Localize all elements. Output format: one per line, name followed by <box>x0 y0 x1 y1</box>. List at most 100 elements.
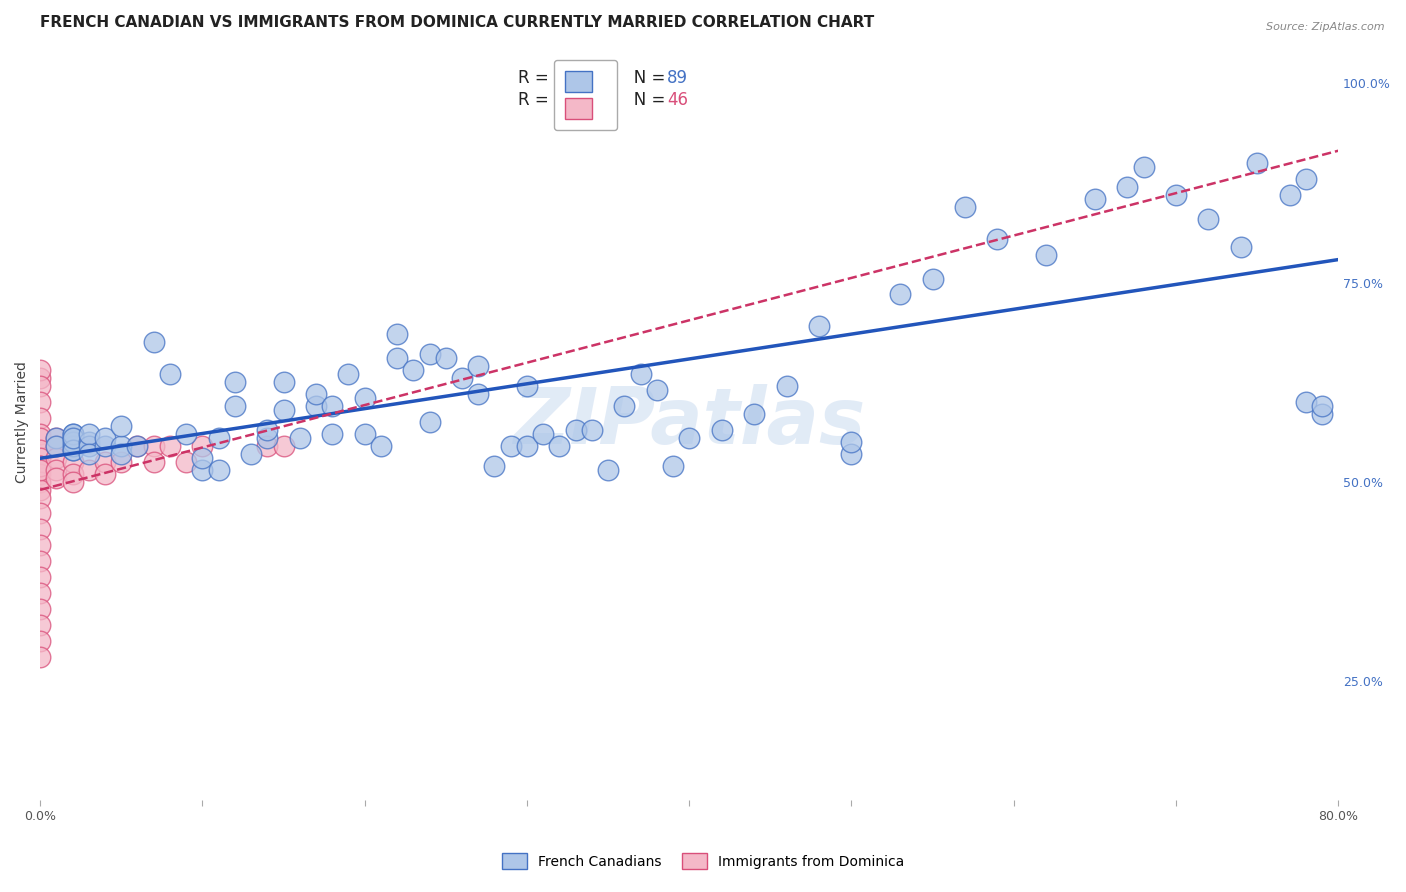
Point <box>30 649 52 664</box>
Point <box>499 439 522 453</box>
Text: ZIPatlas: ZIPatlas <box>513 384 865 460</box>
Point <box>77 434 100 449</box>
Point <box>337 367 360 381</box>
Point <box>94 439 117 453</box>
Point <box>224 375 246 389</box>
Text: N =: N = <box>617 69 671 87</box>
Point <box>62 434 84 449</box>
Point <box>224 399 246 413</box>
Point <box>321 399 343 413</box>
Text: Source: ZipAtlas.com: Source: ZipAtlas.com <box>1267 22 1385 32</box>
Point <box>419 415 441 429</box>
Point <box>30 538 52 552</box>
Point <box>110 439 132 453</box>
Point <box>30 570 52 584</box>
Text: 46: 46 <box>666 91 688 110</box>
Point <box>127 439 149 453</box>
Point <box>30 586 52 600</box>
Point <box>127 439 149 453</box>
Point <box>256 423 278 437</box>
Point <box>630 367 652 381</box>
Point <box>353 426 375 441</box>
Point <box>256 431 278 445</box>
Point <box>305 399 328 413</box>
Point <box>94 431 117 445</box>
Point <box>30 371 52 385</box>
Y-axis label: Currently Married: Currently Married <box>15 361 30 483</box>
Point <box>1230 240 1253 254</box>
Point <box>62 439 84 453</box>
Point <box>596 462 619 476</box>
Point <box>45 439 67 453</box>
Point <box>174 426 197 441</box>
Point <box>191 462 214 476</box>
Point <box>30 442 52 457</box>
Point <box>678 431 700 445</box>
Point <box>889 287 911 301</box>
Point <box>1295 395 1317 409</box>
Point <box>77 447 100 461</box>
Point <box>30 395 52 409</box>
Point <box>613 399 636 413</box>
Point <box>467 359 489 373</box>
Point <box>30 363 52 377</box>
Point <box>288 431 311 445</box>
Point <box>62 442 84 457</box>
Point <box>94 455 117 469</box>
Point <box>77 426 100 441</box>
Point <box>30 507 52 521</box>
Point <box>921 271 943 285</box>
Point <box>30 462 52 476</box>
Point <box>451 371 474 385</box>
Point <box>841 434 863 449</box>
Point <box>419 347 441 361</box>
Point <box>142 335 165 350</box>
Point <box>30 467 52 481</box>
Point <box>62 467 84 481</box>
Point <box>953 200 976 214</box>
Point <box>30 475 52 489</box>
Point <box>385 351 408 366</box>
Point <box>710 423 733 437</box>
Point <box>159 439 181 453</box>
Point <box>564 423 586 437</box>
Point <box>1164 188 1187 202</box>
Point <box>45 439 67 453</box>
Point <box>1035 247 1057 261</box>
Point <box>30 522 52 536</box>
Point <box>385 327 408 342</box>
Point <box>62 431 84 445</box>
Point <box>662 458 685 473</box>
Point <box>516 379 538 393</box>
Point <box>77 439 100 453</box>
Point <box>30 410 52 425</box>
Point <box>1116 180 1139 194</box>
Point <box>207 431 229 445</box>
Point <box>30 483 52 497</box>
Point <box>45 431 67 445</box>
Point <box>1197 211 1219 226</box>
Text: 0.184: 0.184 <box>565 69 613 87</box>
Point <box>191 450 214 465</box>
Point <box>191 439 214 453</box>
Point <box>62 431 84 445</box>
Point <box>1278 188 1301 202</box>
Point <box>30 431 52 445</box>
Point <box>62 455 84 469</box>
Point <box>645 383 668 397</box>
Point <box>45 431 67 445</box>
Point <box>1310 399 1333 413</box>
Point <box>30 458 52 473</box>
Legend: , : , <box>554 60 617 130</box>
Point <box>841 447 863 461</box>
Point <box>30 633 52 648</box>
Point <box>370 439 392 453</box>
Point <box>30 458 52 473</box>
Point <box>30 379 52 393</box>
Point <box>986 232 1008 246</box>
Point <box>1295 172 1317 186</box>
Point <box>110 447 132 461</box>
Point <box>1084 192 1107 206</box>
Point <box>305 387 328 401</box>
Text: R =: R = <box>517 69 560 87</box>
